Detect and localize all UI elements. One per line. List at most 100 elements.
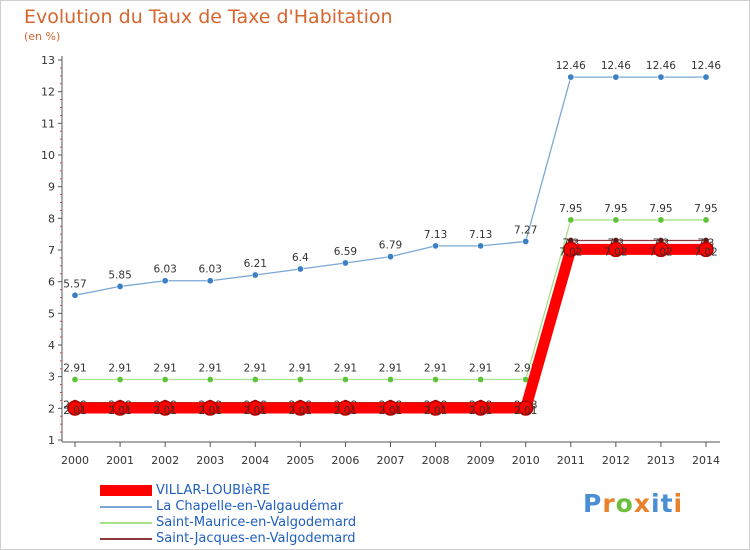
data-label: 6.4 <box>292 252 309 264</box>
x-tick-label: 2004 <box>241 454 269 467</box>
data-point <box>112 400 128 416</box>
data-label: 2.91 <box>379 363 402 375</box>
data-label: 2.01 <box>514 405 537 417</box>
y-tick-label: 13 <box>41 54 55 67</box>
data-label: 2.91 <box>108 363 131 375</box>
data-point <box>702 73 710 81</box>
data-label: 2.01 <box>379 405 402 417</box>
data-point <box>337 400 354 416</box>
data-point <box>567 216 575 224</box>
data-point <box>341 259 349 267</box>
data-label: 2.91 <box>334 363 357 375</box>
logo-letter: r <box>602 489 616 518</box>
data-point <box>71 291 79 299</box>
data-label: 7.02 <box>604 246 627 258</box>
data-point <box>296 376 304 384</box>
data-label: 2.01 <box>108 405 131 417</box>
data-label: 5.57 <box>63 278 86 290</box>
x-tick-label: 2008 <box>422 454 450 467</box>
data-point <box>657 73 665 81</box>
data-point <box>386 253 394 261</box>
data-label: 2.01 <box>153 405 176 417</box>
data-point <box>247 400 264 416</box>
data-point <box>116 282 124 290</box>
logo-letter: x <box>633 489 651 518</box>
logo-letter: P <box>583 489 603 518</box>
data-label: 2.91 <box>153 363 176 375</box>
data-label: 2.01 <box>244 405 267 417</box>
y-tick-label: 5 <box>48 307 55 320</box>
x-tick-label: 2011 <box>557 454 585 467</box>
x-tick-label: 2002 <box>151 454 179 467</box>
x-tick-label: 2001 <box>106 454 134 467</box>
data-label: 7.95 <box>559 203 582 215</box>
data-label: 7.27 <box>514 224 537 236</box>
data-point <box>202 400 218 416</box>
x-tick-label: 2003 <box>196 454 224 467</box>
data-point <box>292 400 309 416</box>
chart-subtitle: (en %) <box>24 30 61 43</box>
data-label: 2.91 <box>63 363 86 375</box>
series-line <box>74 76 706 296</box>
y-tick-label: 9 <box>48 181 55 194</box>
series-0: 2.01 2.01 2.01 2.01 2.01 2.01 2.01 2.01 2.01 2.01… <box>63 241 718 417</box>
data-point <box>341 376 349 384</box>
data-point <box>567 73 575 81</box>
data-point <box>432 242 440 250</box>
data-point <box>161 376 169 384</box>
data-label: 5.85 <box>108 269 131 281</box>
x-tick-label: 2010 <box>512 454 540 467</box>
data-label: 2.91 <box>424 363 447 375</box>
x-tick-label: 2012 <box>602 454 630 467</box>
legend-label: Saint-Jacques-en-Valgodemard <box>156 531 356 546</box>
x-tick-label: 2014 <box>692 454 720 467</box>
data-label: 12.46 <box>601 60 631 72</box>
data-point <box>386 376 394 384</box>
legend-label: La Chapelle-en-Valgaudémar <box>156 499 344 514</box>
legend-swatch <box>100 538 152 540</box>
data-label: 2.01 <box>424 405 447 417</box>
data-point <box>477 242 485 250</box>
data-label: 7.02 <box>694 246 717 258</box>
data-point <box>612 216 620 224</box>
data-label: 12.46 <box>556 60 586 72</box>
x-tick-label: 2006 <box>331 454 359 467</box>
data-point <box>563 241 579 258</box>
logo-letter: o <box>615 489 634 518</box>
data-point <box>653 241 669 258</box>
data-point <box>657 216 665 224</box>
chart-title: Evolution du Taux de Taxe d'Habitation <box>24 6 393 28</box>
data-label: 6.21 <box>244 258 267 270</box>
data-point <box>477 376 485 384</box>
data-label: 7.95 <box>604 203 627 215</box>
y-tick-label: 12 <box>41 86 55 99</box>
y-tick-label: 2 <box>48 402 55 415</box>
logo-letter: i <box>651 489 661 518</box>
y-tick-label: 11 <box>41 117 55 130</box>
legend-swatch <box>100 506 152 508</box>
y-tick-label: 7 <box>48 244 55 257</box>
data-label: 7.95 <box>649 203 672 215</box>
y-tick-label: 6 <box>48 276 55 289</box>
data-label: 6.03 <box>153 264 176 276</box>
data-label: 2.01 <box>469 405 492 417</box>
data-point <box>251 376 259 384</box>
data-point <box>296 265 304 273</box>
data-label: 6.03 <box>199 264 222 276</box>
y-tick-label: 1 <box>48 434 55 447</box>
data-label: 12.46 <box>691 60 721 72</box>
data-point <box>206 376 214 384</box>
series-1: 5.57 5.85 6.03 6.03 6.21 6.4 6.59 6.79 7.13 7.13 7… <box>63 60 721 299</box>
logo-letter: i <box>673 489 684 518</box>
legend-label: Saint-Maurice-en-Valgodemard <box>156 515 357 530</box>
legend-label: VILLAR-LOUBIèRE <box>156 483 271 498</box>
data-label: 7.02 <box>559 246 582 258</box>
data-point <box>522 237 530 245</box>
x-tick-label: 2013 <box>647 454 675 467</box>
legend-swatch <box>100 485 152 496</box>
data-point <box>382 400 399 416</box>
y-tick-label: 10 <box>41 149 55 162</box>
y-tick-label: 4 <box>48 339 55 352</box>
